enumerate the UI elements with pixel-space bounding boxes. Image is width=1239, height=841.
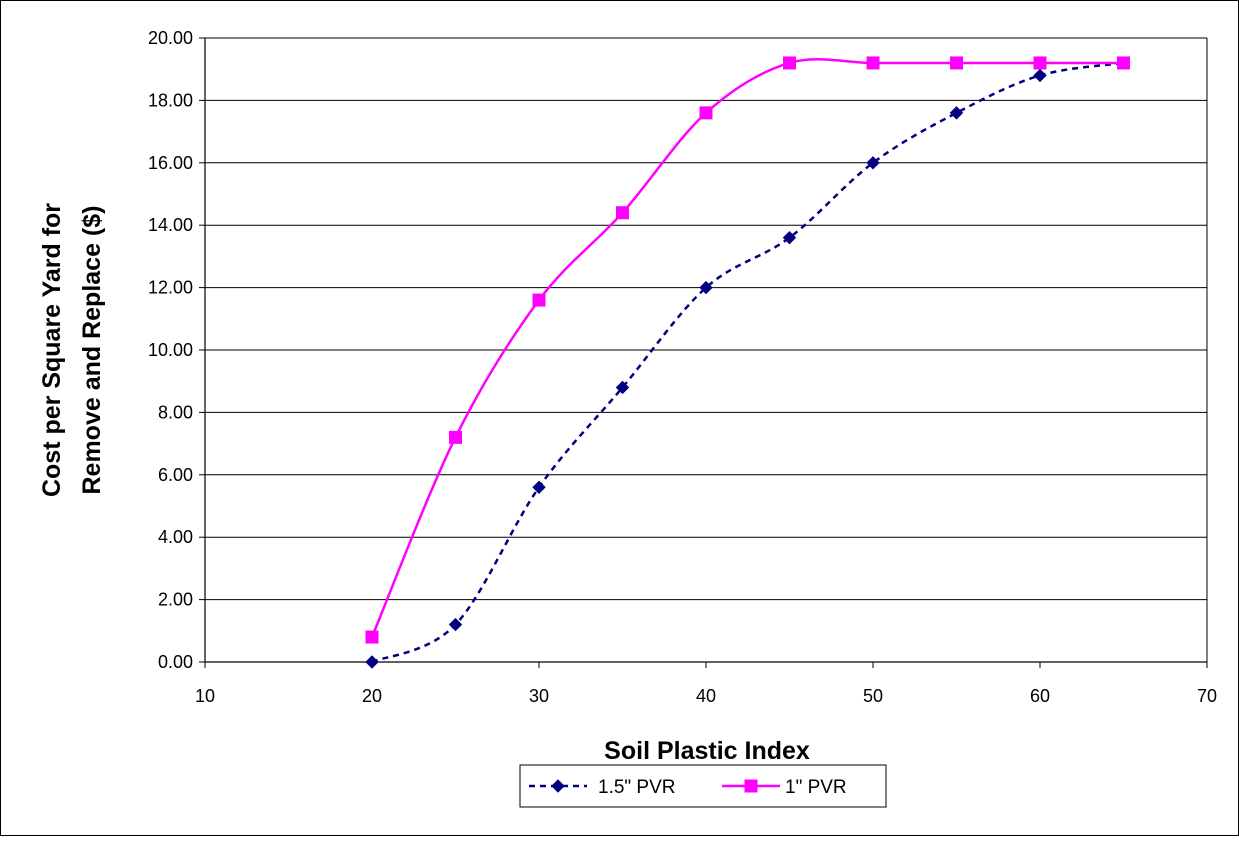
data-point [782,230,797,245]
data-point [615,380,630,395]
data-point [783,56,796,70]
data-point [699,106,713,120]
series-1 [365,56,1130,644]
x-tick-label: 70 [1197,686,1217,706]
data-point [365,630,379,644]
x-tick-label: 60 [1030,686,1050,706]
legend-entry: 1" PVR [722,777,847,798]
legend-label: 1" PVR [785,777,847,798]
y-tick-label: 2.00 [158,590,193,610]
y-tick-label: 4.00 [158,527,193,547]
data-point [699,280,713,295]
legend-marker [551,779,565,793]
data-point [365,655,379,669]
x-axis-title: Soil Plastic Index [604,737,810,765]
legend: 1.5" PVR 1" PVR [519,764,887,808]
x-tick-label: 30 [529,686,549,706]
data-point [449,430,462,444]
legend-entry: 1.5" PVR [529,777,676,798]
data-point [950,56,963,70]
data-point [532,293,546,307]
series-line [371,61,1124,664]
legend-label: 1.5" PVR [598,777,676,798]
x-tick-label: 40 [696,686,716,706]
y-tick-label: 6.00 [158,465,193,485]
data-point [1033,56,1047,70]
data-point [1033,68,1047,83]
y-tick-label: 14.00 [148,215,193,235]
y-axis-title-line-2: Remove and Replace ($) [78,206,106,495]
series-group [365,56,1131,669]
data-point [1117,56,1130,70]
data-point [866,156,880,170]
y-tick-label: 0.00 [158,652,193,672]
y-tick-label: 12.00 [148,278,193,298]
y-axis-title-line-1: Cost per Square Yard for [38,203,66,497]
series-0 [365,56,1131,669]
legend-box [519,764,887,808]
data-point [949,106,964,120]
data-point [448,617,463,632]
legend-marker [744,779,758,793]
x-tick-label: 20 [362,686,382,706]
data-point [532,480,546,494]
x-tick-label: 50 [863,686,883,706]
tick-labels: 0.00 2.00 4.00 6.00 8.00 10.00 12.00 14.00 16.00… [148,28,1217,706]
y-tick-label: 8.00 [158,402,193,422]
data-point [866,56,880,70]
y-tick-label: 18.00 [148,90,193,110]
y-tick-label: 16.00 [148,153,193,173]
y-tick-label: 10.00 [148,340,193,360]
x-tick-label: 10 [195,686,215,706]
y-tick-label: 20.00 [148,28,193,48]
data-point [616,206,629,220]
